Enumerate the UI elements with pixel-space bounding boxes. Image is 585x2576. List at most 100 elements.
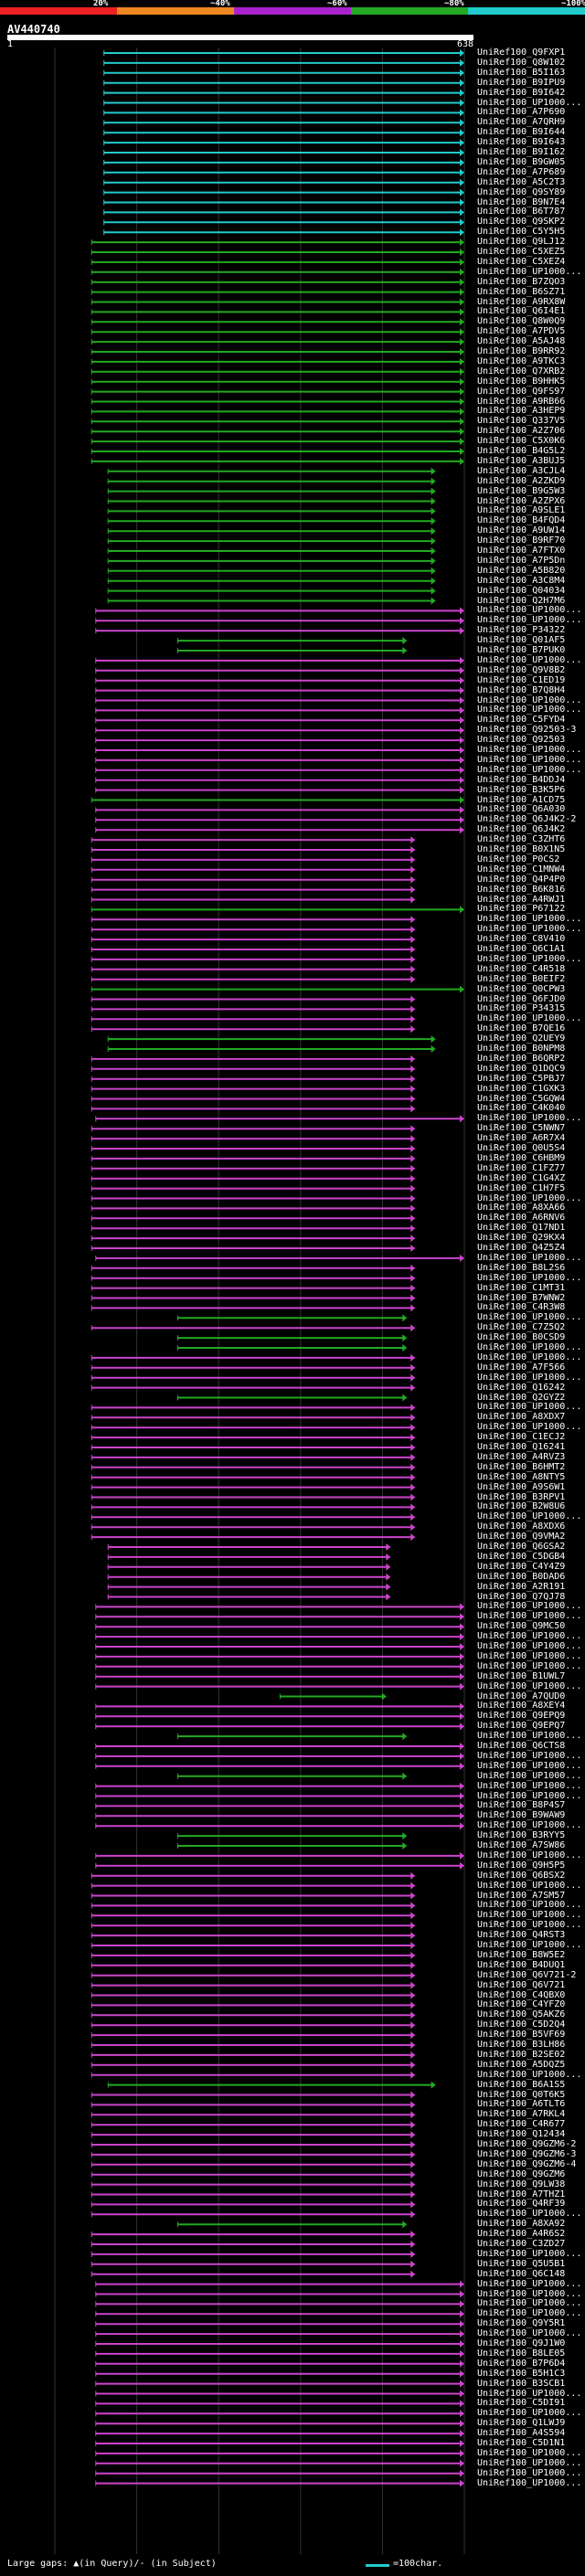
hit-label[interactable]: UniRef100_C7Z5Q2 <box>477 1322 566 1333</box>
hit-label[interactable]: UniRef100_UP1000... <box>477 745 582 755</box>
hit-label[interactable]: UniRef100_Q6CTS8 <box>477 1741 566 1751</box>
hit-label[interactable]: UniRef100_P34322 <box>477 625 566 636</box>
hit-label[interactable]: UniRef100_A9S6W1 <box>477 1481 566 1492</box>
hit-label[interactable]: UniRef100_A9TKC3 <box>477 355 566 366</box>
hit-label[interactable]: UniRef100_C4K040 <box>477 1103 566 1114</box>
hit-label[interactable]: UniRef100_Q9MC50 <box>477 1621 566 1632</box>
hit-label[interactable]: UniRef100_Q9GZM6 <box>477 2168 566 2179</box>
hit-label[interactable]: UniRef100_UP1000... <box>477 1611 582 1622</box>
hit-label[interactable]: UniRef100_Q9SY89 <box>477 186 566 197</box>
hit-label[interactable]: UniRef100_B9IPU9 <box>477 77 566 88</box>
hit-label[interactable]: UniRef100_B0EIF2 <box>477 973 566 984</box>
hit-label[interactable]: UniRef100_C8V410 <box>477 934 566 945</box>
hit-label[interactable]: UniRef100_Q9GZM6-2 <box>477 2139 577 2149</box>
hit-label[interactable]: UniRef100_Q6I4E1 <box>477 306 566 317</box>
hit-label[interactable]: UniRef100_A2Z706 <box>477 426 566 437</box>
hit-label[interactable]: UniRef100_UP1000... <box>477 1940 582 1950</box>
hit-label[interactable]: UniRef100_B9RF70 <box>477 535 566 546</box>
hit-label[interactable]: UniRef100_UP1000... <box>477 764 582 775</box>
hit-label[interactable]: UniRef100_A9RX8W <box>477 296 566 307</box>
hit-label[interactable]: UniRef100_A6TLT6 <box>477 2099 566 2110</box>
hit-label[interactable]: UniRef100_Q92503 <box>477 735 566 746</box>
hit-label[interactable]: UniRef100_B0NPM8 <box>477 1044 566 1054</box>
hit-label[interactable]: UniRef100_A7P5Dn <box>477 555 566 566</box>
hit-label[interactable]: UniRef100_C4YFZ0 <box>477 1999 566 2010</box>
hit-label[interactable]: UniRef100_A7QUD0 <box>477 1691 566 1701</box>
hit-label[interactable]: UniRef100_UP1000... <box>477 1312 582 1323</box>
hit-label[interactable]: UniRef100_Q01AF5 <box>477 635 566 646</box>
hit-label[interactable]: UniRef100_UP1000... <box>477 924 582 935</box>
hit-label[interactable]: UniRef100_UP1000... <box>477 2278 582 2289</box>
hit-label[interactable]: UniRef100_Q337V5 <box>477 416 566 427</box>
hit-label[interactable]: UniRef100_Q0CPW3 <box>477 983 566 994</box>
hit-label[interactable]: UniRef100_Q16242 <box>477 1382 566 1393</box>
hit-label[interactable]: UniRef100_UP1000... <box>477 1850 582 1860</box>
hit-label[interactable]: UniRef100_Q9EPQ9 <box>477 1711 566 1722</box>
hit-label[interactable]: UniRef100_UP1000... <box>477 2388 582 2399</box>
hit-label[interactable]: UniRef100_Q9V8B2 <box>477 664 566 675</box>
hit-label[interactable]: UniRef100_B9I644 <box>477 127 566 138</box>
hit-label[interactable]: UniRef100_C4R3W8 <box>477 1302 566 1313</box>
hit-label[interactable]: UniRef100_UP1000... <box>477 1780 582 1791</box>
hit-label[interactable]: UniRef100_UP1000... <box>477 2477 582 2488</box>
hit-label[interactable]: UniRef100_UP1000... <box>477 1641 582 1651</box>
hit-label[interactable]: UniRef100_A8XDX6 <box>477 1521 566 1532</box>
hit-label[interactable]: UniRef100_Q5U5B1 <box>477 2258 566 2269</box>
hit-label[interactable]: UniRef100_B7Q8H4 <box>477 684 566 695</box>
hit-label[interactable]: UniRef100_Q9VMA2 <box>477 1532 566 1542</box>
hit-label[interactable]: UniRef100_A3CJL4 <box>477 465 566 476</box>
hit-label[interactable]: UniRef100_C3ZD27 <box>477 2239 566 2249</box>
hit-label[interactable]: UniRef100_Q6C1A1 <box>477 944 566 954</box>
hit-label[interactable]: UniRef100_A7P689 <box>477 166 566 177</box>
hit-label[interactable]: UniRef100_Q1DQC9 <box>477 1063 566 1074</box>
hit-label[interactable]: UniRef100_Q6V721 <box>477 1979 566 1990</box>
hit-label[interactable]: UniRef100_B9N7E4 <box>477 196 566 207</box>
hit-label[interactable]: UniRef100_A8XA92 <box>477 2219 566 2230</box>
hit-label[interactable]: UniRef100_B9RR92 <box>477 346 566 356</box>
hit-label[interactable]: UniRef100_B9I643 <box>477 137 566 148</box>
hit-label[interactable]: UniRef100_UP1000... <box>477 1660 582 1671</box>
hit-label[interactable]: UniRef100_A7FTX0 <box>477 546 566 556</box>
hit-label[interactable]: UniRef100_A7QRH9 <box>477 117 566 128</box>
hit-label[interactable]: UniRef100_A4RVZ3 <box>477 1451 566 1462</box>
hit-label[interactable]: UniRef100_C5FYD4 <box>477 715 566 726</box>
hit-label[interactable]: UniRef100_UP1000... <box>477 1631 582 1642</box>
hit-label[interactable]: UniRef100_UP1000... <box>477 1422 582 1433</box>
hit-label[interactable]: UniRef100_Q9SKP2 <box>477 217 566 228</box>
hit-label[interactable]: UniRef100_UP1000... <box>477 1193 582 1203</box>
hit-label[interactable]: UniRef100_P0CS2 <box>477 853 560 864</box>
hit-label[interactable]: UniRef100_UP1000... <box>477 2069 582 2080</box>
hit-label[interactable]: UniRef100_UP1000... <box>477 2328 582 2339</box>
hit-label[interactable]: UniRef100_B5I163 <box>477 67 566 78</box>
hit-label[interactable]: UniRef100_Q9GZM6-4 <box>477 2158 577 2169</box>
hit-label[interactable]: UniRef100_Q92503-3 <box>477 725 577 736</box>
hit-label[interactable]: UniRef100_C5Y5H5 <box>477 227 566 238</box>
hit-label[interactable]: UniRef100_UP1000... <box>477 1252 582 1263</box>
hit-label[interactable]: UniRef100_C5PBJ7 <box>477 1073 566 1084</box>
hit-label[interactable]: UniRef100_Q12434 <box>477 2129 566 2140</box>
hit-label[interactable]: UniRef100_B8LE05 <box>477 2348 566 2359</box>
hit-label[interactable]: UniRef100_A9UW14 <box>477 525 566 536</box>
hit-label[interactable]: UniRef100_B0CSD9 <box>477 1332 566 1343</box>
hit-label[interactable]: UniRef100_Q04034 <box>477 585 566 596</box>
hit-label[interactable]: UniRef100_C4QBX0 <box>477 1989 566 2000</box>
hit-label[interactable]: UniRef100_C3ZHT6 <box>477 834 566 845</box>
hit-label[interactable]: UniRef100_B9WAW9 <box>477 1810 566 1821</box>
hit-label[interactable]: UniRef100_UP1000... <box>477 1920 582 1931</box>
hit-label[interactable]: UniRef100_A9SLE1 <box>477 505 566 516</box>
hit-label[interactable]: UniRef100_A2ZKD9 <box>477 475 566 486</box>
hit-label[interactable]: UniRef100_C1ECJ2 <box>477 1432 566 1443</box>
hit-label[interactable]: UniRef100_B8L2S6 <box>477 1262 566 1273</box>
hit-label[interactable]: UniRef100_UP1000... <box>477 914 582 925</box>
hit-label[interactable]: UniRef100_UP1000... <box>477 2457 582 2468</box>
hit-label[interactable]: UniRef100_C5NWN7 <box>477 1123 566 1134</box>
hit-label[interactable]: UniRef100_Q4RF39 <box>477 2199 566 2210</box>
hit-label[interactable]: UniRef100_Q6BSX2 <box>477 1870 566 1881</box>
hit-label[interactable]: UniRef100_A1CD75 <box>477 794 566 805</box>
hit-label[interactable]: UniRef100_B6T787 <box>477 207 566 217</box>
hit-label[interactable]: UniRef100_Q6GSA2 <box>477 1542 566 1552</box>
hit-label[interactable]: UniRef100_UP1000... <box>477 1601 582 1612</box>
hit-label[interactable]: UniRef100_Q9GZM6-3 <box>477 2148 577 2159</box>
hit-label[interactable]: UniRef100_Q9FS97 <box>477 386 566 397</box>
hit-label[interactable]: UniRef100_C4Y4Z9 <box>477 1561 566 1572</box>
